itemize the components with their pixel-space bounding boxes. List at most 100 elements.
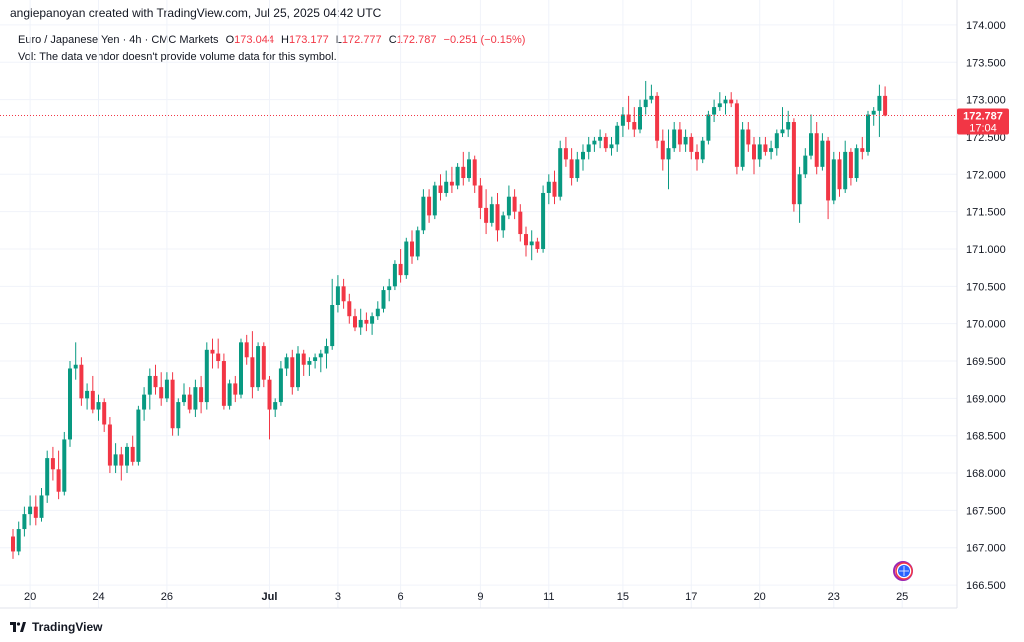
candle xyxy=(478,178,483,220)
candle xyxy=(239,338,243,399)
candle xyxy=(484,189,489,235)
price-tick-label: 172.000 xyxy=(966,169,1006,181)
candle xyxy=(546,174,551,205)
candle xyxy=(199,375,204,414)
time-tick-label: 23 xyxy=(828,591,840,603)
symbol-description[interactable]: Euro / Japanese Yen · 4h · CMC Markets xyxy=(18,34,219,46)
candle xyxy=(170,372,175,436)
price-axis[interactable]: 166.500 167.000 167.500 168.000 168.500 169.0… xyxy=(966,20,1006,592)
candle xyxy=(632,107,637,137)
candle xyxy=(16,521,21,556)
candle xyxy=(39,487,44,522)
close-label: C xyxy=(388,34,397,46)
time-tick-label: 11 xyxy=(543,591,554,603)
candle xyxy=(273,398,278,418)
candle xyxy=(301,349,306,376)
candle xyxy=(649,84,654,104)
legend: Euro / Japanese Yen · 4h · CMC Markets O… xyxy=(18,32,525,66)
candle xyxy=(398,248,403,283)
candles xyxy=(11,80,888,559)
candle xyxy=(33,495,38,526)
candle xyxy=(643,80,648,115)
candle xyxy=(455,163,460,190)
candle xyxy=(814,122,819,175)
candle xyxy=(358,308,363,335)
price-tick-label: 171.000 xyxy=(966,244,1006,256)
candle xyxy=(187,387,192,414)
candle xyxy=(79,357,84,406)
candle xyxy=(85,383,90,410)
candle xyxy=(791,118,796,212)
candle xyxy=(278,361,283,406)
time-tick-label: 20 xyxy=(24,591,36,603)
candle xyxy=(176,398,181,436)
candle xyxy=(626,95,631,130)
candle xyxy=(45,450,50,503)
candle xyxy=(375,301,380,320)
candle xyxy=(244,334,249,365)
candle xyxy=(524,226,528,257)
candle xyxy=(347,293,352,324)
candle xyxy=(56,450,61,500)
candle xyxy=(660,129,665,171)
candle xyxy=(552,170,557,205)
candle xyxy=(233,375,238,403)
price-tag-value: 172.787 xyxy=(963,111,1003,123)
candle xyxy=(307,357,312,376)
candle xyxy=(147,368,152,410)
candle xyxy=(866,110,870,156)
candle xyxy=(581,144,585,171)
candle xyxy=(210,338,215,369)
candle xyxy=(677,122,682,152)
price-tag-countdown: 17:04 xyxy=(969,123,997,135)
candle xyxy=(90,375,95,414)
candle xyxy=(712,99,717,123)
time-tick-label: 20 xyxy=(754,591,766,603)
candle xyxy=(723,95,728,115)
candle xyxy=(734,99,739,175)
candle xyxy=(68,361,72,447)
candle xyxy=(620,107,625,137)
candle xyxy=(837,151,842,197)
candle xyxy=(575,151,580,182)
candle xyxy=(119,446,124,481)
candle xyxy=(809,114,813,160)
candle xyxy=(216,338,221,369)
candle xyxy=(182,383,186,406)
price-tick-label: 167.000 xyxy=(966,543,1006,555)
candle xyxy=(267,375,272,440)
candle xyxy=(415,226,420,261)
price-tick-label: 168.500 xyxy=(966,431,1006,443)
candle xyxy=(335,275,340,313)
candle xyxy=(324,338,329,369)
candle xyxy=(261,342,266,388)
candle xyxy=(102,398,107,432)
candle xyxy=(563,136,568,167)
candle xyxy=(227,379,232,410)
candle xyxy=(73,342,78,380)
brand-name: TradingView xyxy=(32,620,103,634)
grid xyxy=(0,0,957,608)
candle xyxy=(495,192,500,242)
candle xyxy=(820,133,825,171)
candle xyxy=(381,286,386,313)
candle xyxy=(871,107,876,126)
candle xyxy=(22,506,27,537)
time-tick-label: 9 xyxy=(477,591,483,603)
candle xyxy=(392,260,397,291)
globe-icon[interactable] xyxy=(893,561,913,581)
time-axis[interactable]: 20 24 26 Jul 3 6 9 11 15 17 20 23 25 xyxy=(24,591,908,603)
candle xyxy=(427,189,432,223)
price-tag: 172.787 17:04 xyxy=(957,108,1009,135)
tradingview-logo-icon xyxy=(10,622,26,632)
time-tick-label: Jul xyxy=(262,591,278,603)
price-tick-label: 166.500 xyxy=(966,580,1006,592)
candle xyxy=(763,136,768,156)
candle xyxy=(421,189,426,235)
price-tick-label: 174.000 xyxy=(966,20,1006,32)
high-value: 173.177 xyxy=(288,34,329,46)
candle xyxy=(96,394,101,421)
candle xyxy=(569,148,574,186)
candle xyxy=(506,185,511,220)
